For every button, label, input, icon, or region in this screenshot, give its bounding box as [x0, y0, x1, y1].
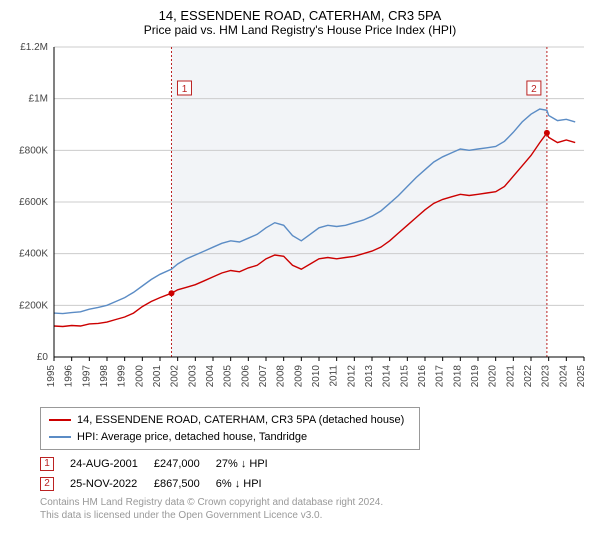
svg-text:1997: 1997: [81, 365, 92, 388]
svg-text:£400K: £400K: [19, 249, 48, 260]
svg-text:2013: 2013: [364, 365, 375, 388]
legend-label: HPI: Average price, detached house, Tand…: [77, 429, 307, 446]
marker-date: 24-AUG-2001: [70, 454, 154, 474]
chart-title: 14, ESSENDENE ROAD, CATERHAM, CR3 5PA: [10, 8, 590, 23]
svg-text:2022: 2022: [523, 365, 534, 388]
svg-text:2014: 2014: [382, 365, 393, 388]
marker-row: 1 24-AUG-2001£247,00027% ↓ HPI: [40, 454, 284, 474]
marker-price: £867,500: [154, 474, 216, 494]
marker-date: 25-NOV-2022: [70, 474, 154, 494]
svg-text:2017: 2017: [435, 365, 446, 388]
svg-text:2005: 2005: [223, 365, 234, 388]
marker-delta: 6% ↓ HPI: [216, 474, 284, 494]
legend-swatch: [49, 436, 71, 438]
svg-text:£1M: £1M: [29, 94, 48, 105]
svg-text:£600K: £600K: [19, 197, 48, 208]
marker-price: £247,000: [154, 454, 216, 474]
svg-text:1995: 1995: [46, 365, 57, 388]
svg-text:£200K: £200K: [19, 300, 48, 311]
chart-svg: £0 £200K £400K £600K £800K £1M £1.2M 1 2 1995 1996…: [10, 41, 590, 401]
svg-text:2004: 2004: [205, 365, 216, 388]
svg-text:2006: 2006: [240, 365, 251, 388]
chart-container: 14, ESSENDENE ROAD, CATERHAM, CR3 5PA Pr…: [0, 0, 600, 560]
chart-plot: £0 £200K £400K £600K £800K £1M £1.2M 1 2 1995 1996…: [10, 41, 590, 401]
svg-text:2019: 2019: [470, 365, 481, 388]
svg-text:2012: 2012: [346, 365, 357, 388]
svg-text:1: 1: [182, 84, 188, 95]
svg-text:£0: £0: [37, 352, 49, 363]
legend-box: 14, ESSENDENE ROAD, CATERHAM, CR3 5PA (d…: [40, 407, 420, 450]
footer-line-2: This data is licensed under the Open Gov…: [40, 509, 590, 522]
marker-delta: 27% ↓ HPI: [216, 454, 284, 474]
legend-swatch: [49, 419, 71, 421]
svg-text:2007: 2007: [258, 365, 269, 388]
svg-text:2003: 2003: [187, 365, 198, 388]
svg-text:2002: 2002: [170, 365, 181, 388]
svg-text:2008: 2008: [276, 365, 287, 388]
svg-text:£800K: £800K: [19, 145, 48, 156]
svg-text:2000: 2000: [134, 365, 145, 388]
svg-text:2018: 2018: [452, 365, 463, 388]
svg-text:2021: 2021: [505, 365, 516, 388]
svg-text:2010: 2010: [311, 365, 322, 388]
svg-text:2009: 2009: [293, 365, 304, 388]
marker-number: 1: [40, 457, 54, 471]
svg-text:2015: 2015: [399, 365, 410, 388]
legend-label: 14, ESSENDENE ROAD, CATERHAM, CR3 5PA (d…: [77, 412, 404, 429]
svg-text:2011: 2011: [329, 365, 340, 387]
svg-text:2001: 2001: [152, 365, 163, 388]
svg-text:2024: 2024: [558, 365, 569, 388]
legend-row: 14, ESSENDENE ROAD, CATERHAM, CR3 5PA (d…: [49, 412, 411, 429]
svg-text:2025: 2025: [576, 365, 587, 388]
svg-text:2023: 2023: [541, 365, 552, 388]
svg-text:£1.2M: £1.2M: [20, 42, 48, 53]
svg-text:1998: 1998: [99, 365, 110, 388]
marker-table: 1 24-AUG-2001£247,00027% ↓ HPI 2 25-NOV-202…: [40, 454, 284, 494]
footer-attribution: Contains HM Land Registry data © Crown c…: [40, 496, 590, 522]
marker-row: 2 25-NOV-2022£867,5006% ↓ HPI: [40, 474, 284, 494]
svg-text:1996: 1996: [64, 365, 75, 388]
marker-number: 2: [40, 477, 54, 491]
svg-text:2: 2: [531, 84, 537, 95]
footer-line-1: Contains HM Land Registry data © Crown c…: [40, 496, 590, 509]
svg-text:2020: 2020: [488, 365, 499, 388]
legend-row: HPI: Average price, detached house, Tand…: [49, 429, 411, 446]
svg-text:1999: 1999: [117, 365, 128, 388]
chart-subtitle: Price paid vs. HM Land Registry's House …: [10, 23, 590, 37]
svg-text:2016: 2016: [417, 365, 428, 388]
